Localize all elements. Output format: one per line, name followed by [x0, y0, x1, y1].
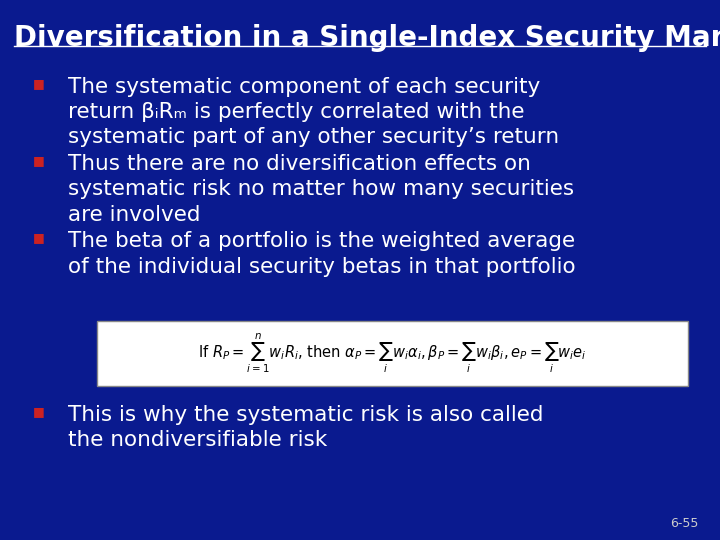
Text: 6-55: 6-55 [670, 517, 698, 530]
Text: ■: ■ [32, 231, 44, 244]
Text: ■: ■ [32, 405, 44, 418]
Text: The systematic component of each security: The systematic component of each securit… [68, 77, 541, 97]
Text: The beta of a portfolio is the weighted average: The beta of a portfolio is the weighted … [68, 231, 575, 251]
Text: If $R_P = \sum_{i=1}^{n} w_i R_i$, then $\alpha_P = \sum_i w_i \alpha_i, \beta_P: If $R_P = \sum_{i=1}^{n} w_i R_i$, then … [198, 332, 587, 375]
FancyBboxPatch shape [97, 321, 688, 386]
Text: systematic part of any other security’s return: systematic part of any other security’s … [68, 127, 559, 147]
Text: the nondiversifiable risk: the nondiversifiable risk [68, 430, 328, 450]
Text: ■: ■ [32, 154, 44, 167]
Text: are involved: are involved [68, 205, 201, 225]
Text: of the individual security betas in that portfolio: of the individual security betas in that… [68, 256, 576, 276]
Text: systematic risk no matter how many securities: systematic risk no matter how many secur… [68, 179, 575, 199]
Text: return βᵢRₘ is perfectly correlated with the: return βᵢRₘ is perfectly correlated with… [68, 102, 525, 122]
Text: This is why the systematic risk is also called: This is why the systematic risk is also … [68, 405, 544, 425]
Text: Diversification in a Single-Index Security Market: Diversification in a Single-Index Securi… [14, 24, 720, 52]
Text: Thus there are no diversification effects on: Thus there are no diversification effect… [68, 154, 531, 174]
Text: ■: ■ [32, 77, 44, 90]
